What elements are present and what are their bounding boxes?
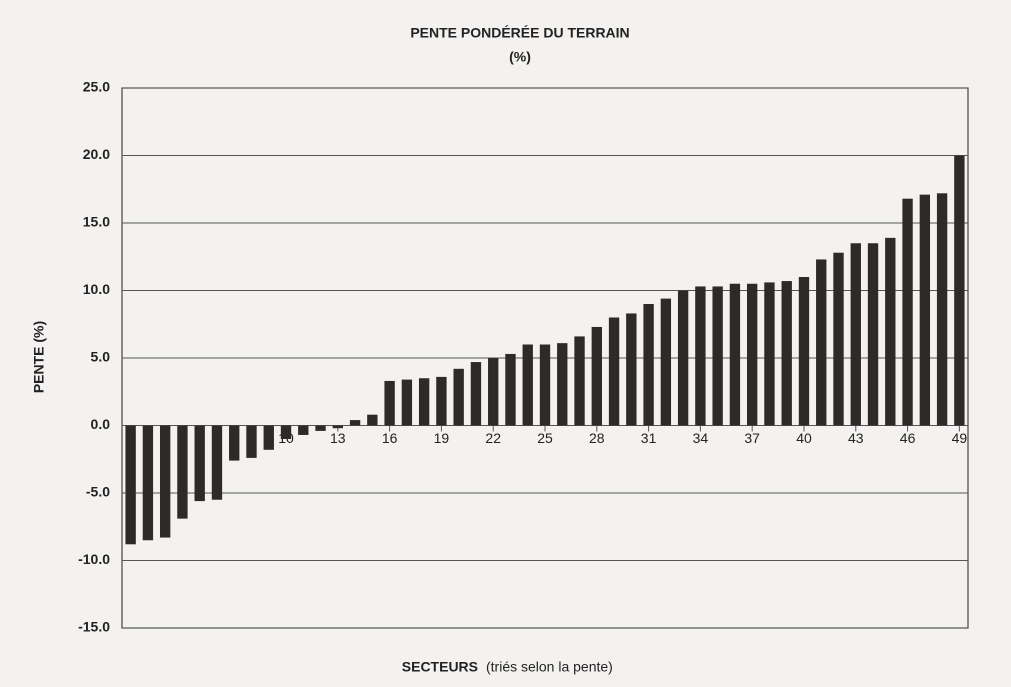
y-tick-label: 0.0 — [91, 416, 111, 432]
bar — [418, 378, 430, 426]
bar — [626, 313, 637, 426]
bar — [384, 380, 395, 426]
y-axis-label: PENTE (%) — [31, 321, 47, 393]
bar — [505, 353, 516, 426]
bar — [764, 282, 775, 426]
y-tick-label: -5.0 — [86, 484, 110, 500]
y-tick-label: 25.0 — [83, 79, 110, 95]
bar — [747, 283, 758, 426]
bar — [367, 414, 378, 426]
bar — [695, 286, 706, 426]
x-tick-label: 34 — [693, 430, 709, 446]
x-tick-label: 43 — [848, 430, 864, 446]
bar — [850, 243, 861, 426]
bar — [194, 425, 205, 502]
bar — [246, 425, 257, 458]
bar — [643, 304, 654, 426]
x-tick-label: 31 — [641, 430, 657, 446]
x-tick-label: 37 — [744, 430, 760, 446]
bar — [902, 198, 913, 426]
x-tick-label: 25 — [537, 430, 553, 446]
bar — [557, 343, 568, 426]
bar — [574, 336, 585, 426]
bar — [488, 358, 499, 426]
bar — [177, 425, 188, 519]
bar — [401, 379, 413, 426]
bar — [867, 243, 879, 426]
y-tick-label: 10.0 — [83, 281, 110, 297]
x-tick-label: 49 — [952, 430, 968, 446]
bar — [677, 290, 689, 426]
x-axis-note: (triés selon la pente) — [486, 659, 613, 675]
x-tick-label: 13 — [330, 430, 346, 446]
y-tick-label: 15.0 — [83, 214, 110, 230]
x-axis-label: SECTEURS — [402, 659, 478, 675]
bar — [781, 281, 792, 426]
bar — [522, 344, 533, 426]
bar — [349, 420, 361, 426]
bar — [229, 425, 240, 461]
chart-title: PENTE PONDÉRÉE DU TERRAIN — [410, 25, 629, 41]
x-tick-label: 40 — [796, 430, 812, 446]
bar — [159, 425, 171, 538]
bar — [539, 344, 551, 426]
bar — [142, 425, 154, 541]
bar — [885, 237, 896, 426]
bar — [263, 425, 274, 450]
bar — [436, 376, 447, 426]
bar — [919, 194, 931, 426]
bar — [332, 425, 343, 429]
chart-subtitle: (%) — [509, 49, 531, 65]
bar — [470, 362, 482, 426]
bar — [591, 326, 602, 426]
y-tick-label: -10.0 — [78, 551, 110, 567]
x-tick-label: 46 — [900, 430, 916, 446]
bar — [798, 277, 810, 426]
bar — [280, 425, 292, 439]
bar — [936, 193, 948, 426]
bar — [125, 425, 136, 545]
x-tick-label: 28 — [589, 430, 605, 446]
y-tick-label: 5.0 — [91, 349, 111, 365]
bar — [315, 425, 326, 431]
x-tick-label: 22 — [485, 430, 501, 446]
bar — [660, 298, 672, 426]
bar — [211, 425, 223, 500]
bar — [729, 283, 741, 426]
bar — [833, 252, 844, 426]
x-tick-label: 16 — [382, 430, 398, 446]
y-tick-label: -15.0 — [78, 619, 110, 635]
bar — [712, 286, 723, 426]
bar — [816, 259, 827, 426]
bar — [608, 317, 620, 426]
bar — [453, 368, 464, 426]
x-tick-label: 19 — [434, 430, 450, 446]
y-tick-label: 20.0 — [83, 146, 110, 162]
bar — [298, 425, 309, 435]
bar — [954, 155, 965, 426]
